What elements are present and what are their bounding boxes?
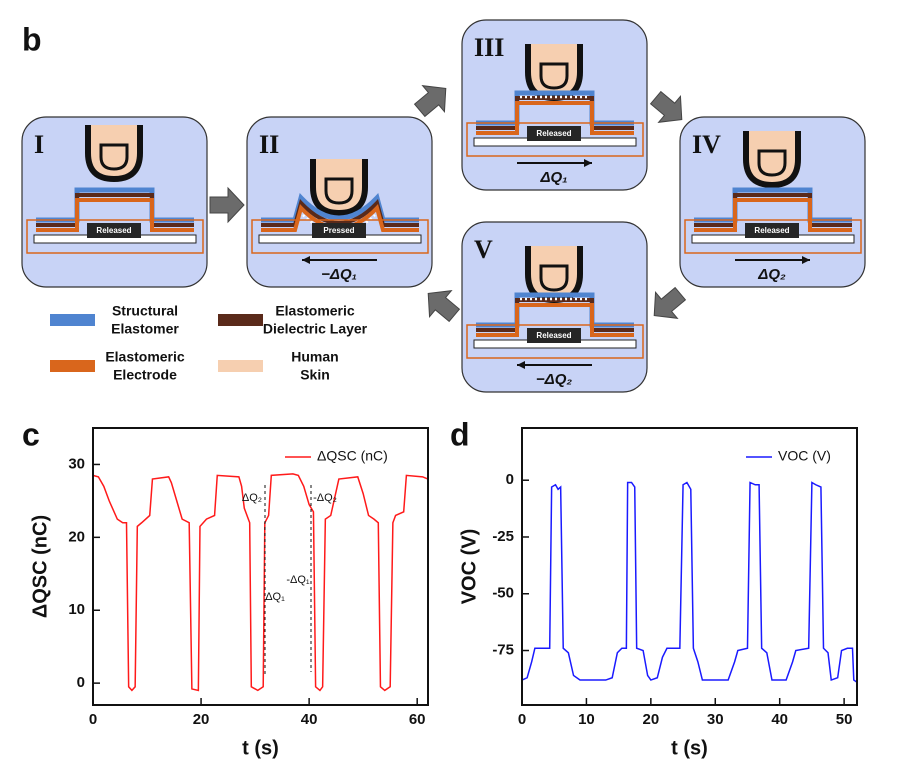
legend-label: Elastomeric: [275, 303, 355, 319]
legend-swatch: [50, 360, 95, 372]
layer: [694, 198, 852, 232]
panel-label: c: [22, 416, 40, 452]
spacer-block: [87, 223, 141, 238]
layer: [476, 101, 634, 135]
y-tick-label: 0: [506, 471, 514, 488]
x-tick-label: 0: [89, 711, 97, 728]
process-arrow: [649, 90, 683, 123]
process-arrow: [209, 186, 245, 224]
charge-label: −ΔQ₂: [536, 371, 572, 388]
layer: [36, 198, 194, 232]
spacer-block: [527, 126, 581, 141]
stage-numeral: II: [259, 130, 279, 159]
layer: [694, 193, 852, 227]
x-axis-label: t (s): [242, 737, 279, 759]
stage-numeral: V: [474, 235, 493, 264]
layer: [476, 298, 634, 332]
state-label: Released: [536, 129, 571, 138]
y-tick-label: -75: [492, 641, 514, 658]
x-axis-label: t (s): [671, 737, 708, 759]
data-line: [521, 481, 858, 683]
legend-label: Structural: [112, 303, 178, 319]
legend-label: Elastomeric: [105, 349, 185, 365]
legend-swatch: [50, 314, 95, 326]
legend-label: ΔQSC (nC): [317, 448, 388, 464]
x-tick-label: 0: [518, 711, 526, 728]
x-tick-label: 10: [578, 711, 595, 728]
y-axis-label: VOC (V): [458, 529, 480, 605]
electrode-frame: [466, 324, 644, 359]
layer: [36, 193, 194, 227]
annotation: -ΔQ₁: [286, 574, 310, 586]
y-tick-label: 20: [68, 528, 85, 545]
x-tick-label: 30: [707, 711, 724, 728]
legend-label: Skin: [300, 367, 330, 383]
annotation: -ΔQ₂: [313, 492, 337, 504]
layer: [261, 193, 419, 223]
y-tick-label: -50: [492, 585, 514, 602]
x-tick-label: 50: [836, 711, 853, 728]
nail: [539, 62, 569, 90]
x-tick-label: 40: [771, 711, 788, 728]
legend-label: VOC (V): [778, 448, 831, 464]
x-tick-label: 40: [301, 711, 318, 728]
arrow-head: [517, 361, 525, 369]
annotation: ΔQ₁: [265, 591, 285, 603]
arrow-head: [302, 256, 310, 264]
legend-label: Dielectric Layer: [263, 321, 368, 337]
annotation: ΔQ₂: [242, 492, 262, 504]
nail: [324, 177, 354, 205]
state-label: Pressed: [323, 226, 354, 235]
plot-frame: [521, 427, 858, 706]
spacer-block: [312, 223, 366, 238]
spacer-block: [527, 328, 581, 343]
legend-label: Human: [291, 349, 338, 365]
legend-label: Elastomer: [111, 321, 179, 337]
electrode-frame: [466, 122, 644, 157]
charge-label: ΔQ₁: [539, 169, 567, 186]
spacer-block: [745, 223, 799, 238]
charge-label: −ΔQ₁: [321, 266, 357, 283]
stage-numeral: III: [474, 33, 504, 62]
process-arrow: [427, 290, 461, 323]
state-label: Released: [536, 331, 571, 340]
x-tick-label: 60: [409, 711, 426, 728]
charge-label: ΔQ₂: [757, 266, 786, 283]
y-axis-label: ΔQSC (nC): [29, 515, 51, 618]
stage-numeral: IV: [692, 130, 721, 159]
layer: [476, 303, 634, 337]
state-label: Released: [754, 226, 789, 235]
panel-label: b: [22, 21, 42, 57]
y-tick-label: 30: [68, 455, 85, 472]
y-tick-label: 0: [77, 674, 85, 691]
state-label: Released: [96, 226, 131, 235]
process-arrow: [653, 286, 687, 319]
plot-frame: [92, 427, 429, 706]
legend-swatch: [218, 360, 263, 372]
electrode-frame: [26, 219, 204, 254]
y-tick-label: -25: [492, 528, 514, 545]
panel-label: d: [450, 416, 470, 452]
layer: [476, 96, 634, 130]
legend-label: Electrode: [113, 367, 177, 383]
electrode-frame: [251, 219, 429, 254]
y-tick-label: 10: [68, 601, 85, 618]
stage-numeral: I: [34, 130, 44, 159]
nail: [99, 143, 129, 171]
electrode-frame: [684, 219, 862, 254]
data-line: [92, 473, 429, 692]
nail: [757, 149, 787, 177]
process-arrow: [413, 85, 447, 118]
arrow-head: [584, 159, 592, 167]
x-tick-label: 20: [643, 711, 660, 728]
arrow-head: [802, 256, 810, 264]
nail: [539, 264, 569, 292]
x-tick-label: 20: [193, 711, 210, 728]
legend-swatch: [218, 314, 263, 326]
